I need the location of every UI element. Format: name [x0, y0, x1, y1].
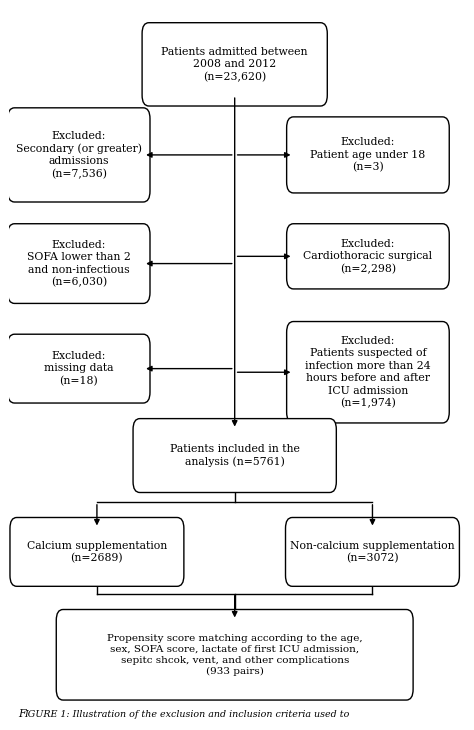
- Text: Excluded:
SOFA lower than 2
and non-infectious
(n=6,030): Excluded: SOFA lower than 2 and non-infe…: [27, 239, 131, 288]
- Text: Patients included in the
analysis (n=5761): Patients included in the analysis (n=576…: [170, 444, 300, 467]
- Text: Excluded:
Patient age under 18
(n=3): Excluded: Patient age under 18 (n=3): [310, 137, 426, 172]
- Text: IGURE 1: Illustration of the exclusion and inclusion criteria used to: IGURE 1: Illustration of the exclusion a…: [24, 710, 349, 718]
- FancyBboxPatch shape: [8, 223, 150, 304]
- Text: Excluded:
missing data
(n=18): Excluded: missing data (n=18): [44, 351, 114, 386]
- FancyBboxPatch shape: [133, 418, 337, 493]
- FancyBboxPatch shape: [10, 518, 184, 586]
- FancyBboxPatch shape: [142, 23, 327, 106]
- FancyBboxPatch shape: [287, 117, 449, 193]
- FancyBboxPatch shape: [8, 334, 150, 403]
- FancyBboxPatch shape: [285, 518, 459, 586]
- Text: Calcium supplementation
(n=2689): Calcium supplementation (n=2689): [27, 540, 167, 564]
- Text: F: F: [18, 709, 26, 718]
- Text: Excluded:
Secondary (or greater)
admissions
(n=7,536): Excluded: Secondary (or greater) admissi…: [16, 131, 142, 179]
- FancyBboxPatch shape: [8, 108, 150, 202]
- FancyBboxPatch shape: [56, 610, 413, 700]
- Text: Excluded:
Patients suspected of
infection more than 24
hours before and after
IC: Excluded: Patients suspected of infectio…: [305, 336, 431, 409]
- Text: Non-calcium supplementation
(n=3072): Non-calcium supplementation (n=3072): [290, 540, 455, 564]
- Text: Propensity score matching according to the age,
sex, SOFA score, lactate of firs: Propensity score matching according to t…: [107, 634, 363, 676]
- Text: Patients admitted between
2008 and 2012
(n=23,620): Patients admitted between 2008 and 2012 …: [162, 47, 308, 82]
- FancyBboxPatch shape: [287, 223, 449, 289]
- FancyBboxPatch shape: [287, 321, 449, 423]
- Text: Excluded:
Cardiothoracic surgical
(n=2,298): Excluded: Cardiothoracic surgical (n=2,2…: [303, 239, 432, 274]
